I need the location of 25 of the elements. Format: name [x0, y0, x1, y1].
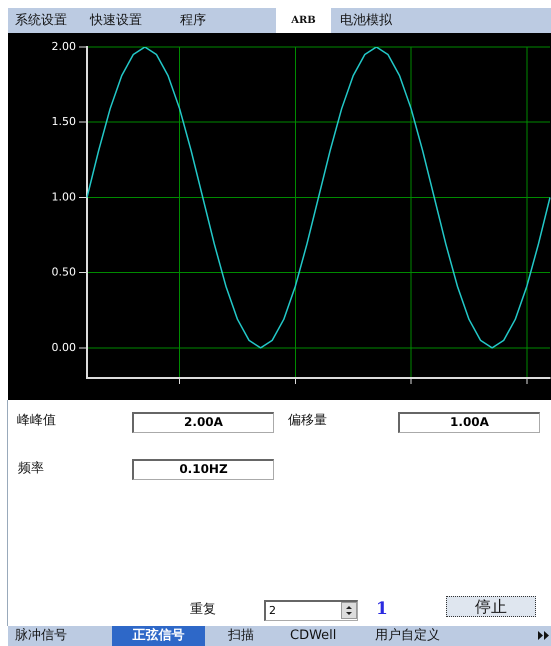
text: 2: [264, 600, 358, 621]
text: 重复: [190, 601, 216, 619]
text: ARB: [276, 8, 331, 33]
text: 扫描: [228, 627, 254, 645]
y-tick-label: 1.50: [52, 115, 76, 128]
y-tick-label: 2.00: [52, 40, 76, 53]
text: CDWell: [290, 627, 336, 645]
text: 频率: [18, 460, 44, 478]
text: 电池模拟: [340, 12, 392, 30]
text: 1.00A: [398, 412, 540, 433]
y-tick-label: 0.00: [52, 340, 76, 354]
text: 0.10HZ: [132, 459, 274, 480]
text: 2.00A: [132, 412, 274, 433]
text: 偏移量: [288, 412, 327, 430]
text: 峰峰值: [17, 412, 56, 430]
text: 停止: [446, 596, 536, 617]
y-tick-label: 1.00: [52, 190, 76, 204]
text: 正弦信号: [112, 626, 205, 646]
text: 快速设置: [90, 12, 142, 30]
text: 程序: [180, 12, 206, 30]
text: 脉冲信号: [15, 627, 67, 645]
y-tick-label: 0.50: [52, 266, 76, 279]
text: 系统设置: [15, 12, 67, 30]
text: 用户自定义: [375, 627, 440, 645]
text: 1: [376, 599, 388, 619]
